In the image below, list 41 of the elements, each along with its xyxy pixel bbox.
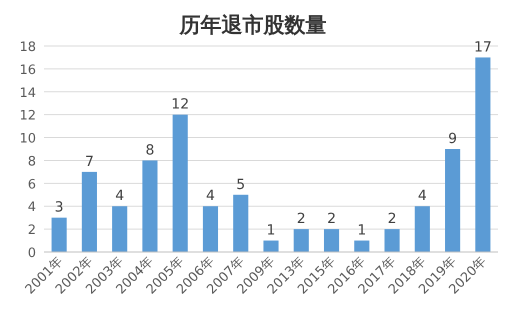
data-label: 9 xyxy=(448,131,458,147)
bar xyxy=(475,57,490,252)
bar xyxy=(233,194,248,252)
data-label: 8 xyxy=(145,142,154,158)
y-tick-label: 6 xyxy=(28,177,36,192)
data-label: 4 xyxy=(206,188,216,204)
bar xyxy=(324,229,340,252)
bar xyxy=(52,218,67,252)
y-tick-label: 4 xyxy=(28,200,36,216)
bar xyxy=(414,206,430,252)
data-label: 4 xyxy=(418,188,427,204)
bar xyxy=(354,240,370,252)
bar xyxy=(112,206,128,252)
y-tick-label: 12 xyxy=(19,108,36,124)
data-label: 2 xyxy=(327,211,336,228)
bar xyxy=(294,229,309,252)
data-label: 4 xyxy=(115,188,124,204)
data-label: 1 xyxy=(357,222,366,239)
bar xyxy=(384,229,400,252)
data-label: 3 xyxy=(54,200,64,216)
data-label: 2 xyxy=(388,211,397,228)
y-tick-label: 14 xyxy=(19,86,36,101)
bar xyxy=(142,160,158,252)
y-tick-label: 8 xyxy=(28,154,36,170)
y-tick-label: 10 xyxy=(19,132,36,147)
y-tick-label: 2 xyxy=(28,223,36,238)
data-label: 12 xyxy=(171,96,190,113)
data-label: 17 xyxy=(474,39,492,56)
y-tick-label: 0 xyxy=(28,246,36,261)
data-label: 5 xyxy=(236,176,246,193)
bar xyxy=(82,172,97,252)
data-label: 1 xyxy=(266,222,276,239)
chart-title: 历年退市股数量 xyxy=(178,13,326,37)
bar xyxy=(445,149,460,252)
bar xyxy=(172,114,188,252)
data-label: 2 xyxy=(296,211,306,228)
bar xyxy=(202,206,218,252)
y-tick-label: 16 xyxy=(19,62,36,78)
y-tick-label: 18 xyxy=(19,40,36,55)
bar xyxy=(263,240,279,252)
data-label: 7 xyxy=(84,154,94,170)
